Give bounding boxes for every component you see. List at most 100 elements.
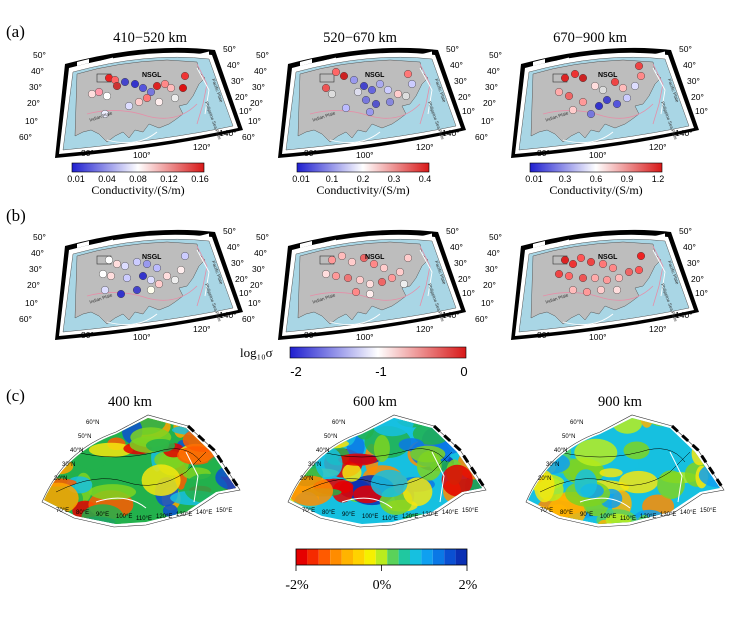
cbar-a1-tick-2: 0.08	[129, 174, 147, 184]
site-marker	[570, 70, 579, 79]
tomo-lat-label: 20°N	[300, 476, 314, 482]
site-marker	[112, 260, 121, 269]
site-marker	[112, 82, 121, 91]
cbar-c-tick-0: -2%	[285, 578, 309, 593]
tomo-border	[432, 424, 488, 491]
plate-boundary	[652, 245, 664, 307]
lat-label-right: 20°	[458, 92, 471, 102]
colorbar-b	[289, 346, 467, 359]
lat-label-right: 10°	[462, 288, 475, 298]
lat-label-left: 10°	[481, 116, 494, 126]
tomo-lon-label: 80°E	[76, 510, 90, 516]
site-marker	[630, 82, 639, 91]
site-marker	[636, 252, 645, 261]
lon-label-bottom: 120°	[649, 324, 667, 334]
tomo-lon-label: 120°E	[156, 514, 173, 520]
cbar-a1-tick-1: 0.04	[98, 174, 116, 184]
lat-label-left: 40°	[31, 248, 44, 258]
lon-label-bottom: 80°	[81, 148, 94, 158]
cbar-c-swatch	[375, 549, 388, 565]
lon-label-bottom: 140°	[675, 128, 693, 138]
site-marker	[142, 94, 151, 103]
frame-segment	[653, 51, 665, 59]
frame-segment	[557, 57, 569, 65]
lon-label-bottom: 120°	[193, 324, 211, 334]
cbar-b-tick-2: 0	[460, 364, 468, 379]
site-marker	[178, 84, 187, 93]
lat-label-right: 10°	[695, 288, 708, 298]
site-marker	[122, 274, 131, 283]
site-marker	[341, 104, 350, 113]
site-marker	[359, 82, 368, 91]
lat-label-right: 40°	[683, 242, 696, 252]
lon-label-bottom: 100°	[356, 332, 374, 342]
map-panel-b1: NSGL 50° 40° 30° 20° 10° 60° 50° 40° 30° 20° 10° 80°…	[19, 226, 252, 353]
tomo-lon-label: 70°E	[302, 508, 316, 514]
site-marker	[365, 107, 374, 116]
lat-label-right: 40°	[227, 60, 240, 70]
site-marker	[95, 88, 104, 97]
cbar-c-swatch	[318, 549, 331, 565]
site-marker	[99, 270, 108, 279]
lat-label-left: 30°	[485, 82, 498, 92]
site-marker	[146, 286, 155, 295]
lat-label-left: 20°	[250, 98, 263, 108]
trench-line	[562, 313, 614, 326]
tomo-lat-label: 60°N	[86, 420, 100, 426]
cbar-a2-tick-2: 0.2	[356, 174, 370, 184]
tomo-lat-label: 60°N	[332, 420, 346, 426]
site-marker	[170, 276, 179, 285]
panel-c2-title: 600 km	[353, 394, 397, 410]
frame-segment	[77, 59, 89, 66]
tomo-lat-label: 50°N	[324, 434, 338, 440]
cbar-c-tick-1: 0%	[372, 578, 392, 593]
trench-line	[329, 313, 381, 326]
tomo-lon-label: 90°E	[96, 512, 110, 518]
site-marker	[586, 258, 595, 267]
lon-label-bottom: 80°	[304, 330, 317, 340]
tomo-lon-label: 140°E	[196, 510, 213, 516]
site-marker	[166, 84, 175, 93]
trench-line	[329, 131, 381, 144]
lon-label-bottom: 100°	[133, 150, 151, 160]
lat-label-right: 30°	[231, 258, 244, 268]
site-marker	[162, 272, 171, 281]
lat-label-right: 50°	[446, 226, 459, 236]
site-marker	[582, 288, 591, 297]
lat-label-right: 50°	[446, 44, 459, 54]
site-marker	[353, 88, 362, 97]
frame-segment	[533, 59, 545, 66]
lat-label-right: 40°	[683, 60, 696, 70]
tomo-lon-label: 150°E	[216, 508, 233, 514]
lon-label-bottom: 120°	[649, 142, 667, 152]
lon-label-bottom: 140°	[219, 310, 237, 320]
site-marker	[120, 262, 129, 271]
site-marker	[377, 278, 386, 287]
lat-label-left: 50°	[33, 232, 46, 242]
colorbar-c	[295, 548, 468, 571]
conductivity-map-b3	[511, 229, 699, 340]
tomo-lon-label: 90°E	[342, 512, 356, 518]
tomo-lat-label: 40°N	[316, 448, 330, 454]
lat-label-left: 50°	[256, 50, 269, 60]
site-marker	[399, 280, 408, 289]
tomo-lon-label: 110°E	[382, 516, 398, 522]
lat-label-right: 20°	[691, 92, 704, 102]
site-marker	[138, 84, 147, 93]
site-marker	[369, 260, 378, 269]
cbar-c-swatch	[432, 549, 445, 565]
plate-boundary	[419, 63, 431, 125]
site-marker	[160, 80, 169, 89]
conductivity-map-b2	[278, 229, 466, 340]
panel-c3-title: 900 km	[598, 394, 642, 410]
site-marker	[152, 264, 161, 273]
plate-boundary	[196, 63, 208, 125]
trench-line	[652, 249, 666, 297]
map-panel-a3: NSGL 50° 40° 30° 20° 10° 60° 50° 40° 30° 20° 10° 80°…	[475, 44, 708, 171]
cbar-c-swatch	[455, 549, 467, 565]
site-marker	[598, 260, 607, 269]
lat-label-left: 60°	[242, 314, 255, 324]
site-marker	[101, 286, 110, 295]
frame-segment	[300, 241, 312, 248]
tomo-lat-label: 30°N	[546, 462, 560, 468]
